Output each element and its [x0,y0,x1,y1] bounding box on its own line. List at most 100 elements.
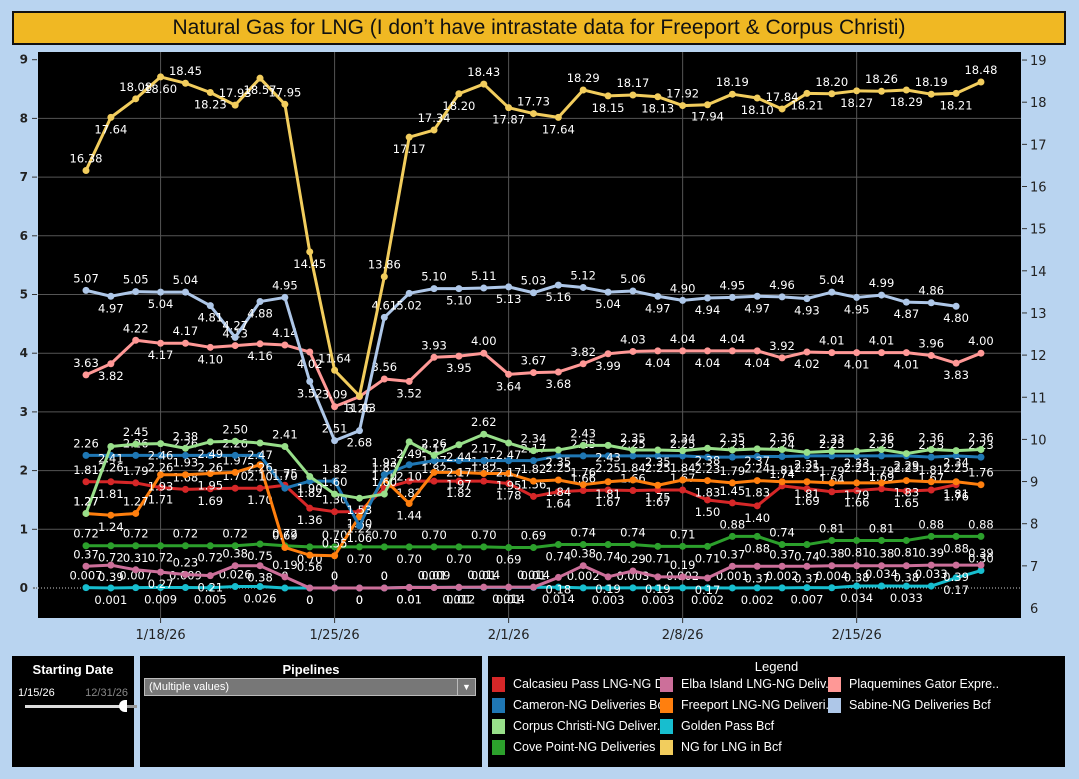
data-point[interactable] [828,479,836,487]
data-point[interactable] [902,562,910,570]
data-point[interactable] [604,350,612,358]
data-point[interactable] [828,349,836,357]
data-point[interactable] [902,298,910,306]
data-point[interactable] [107,292,115,300]
data-point[interactable] [405,133,413,141]
data-point[interactable] [505,370,513,378]
data-point[interactable] [828,447,836,455]
data-point[interactable] [878,562,886,570]
data-point[interactable] [554,281,562,289]
data-point[interactable] [306,504,314,512]
data-point[interactable] [878,445,886,453]
data-point[interactable] [206,572,214,580]
data-point[interactable] [231,101,239,109]
data-point[interactable] [977,561,985,569]
data-point[interactable] [107,113,115,121]
data-point[interactable] [355,427,363,435]
data-point[interactable] [355,543,363,551]
data-point[interactable] [107,443,115,451]
data-point[interactable] [828,90,836,98]
data-point[interactable] [977,453,985,461]
data-point[interactable] [306,377,314,385]
data-point[interactable] [554,113,562,121]
data-point[interactable] [902,477,910,485]
data-point[interactable] [728,479,736,487]
data-point[interactable] [455,543,463,551]
data-point[interactable] [778,445,786,453]
data-point[interactable] [679,486,687,494]
data-point[interactable] [753,347,761,355]
data-point[interactable] [306,248,314,256]
data-point[interactable] [679,296,687,304]
legend-item[interactable]: Elba Island LNG-NG Deliv.. [660,676,832,692]
data-point[interactable] [455,90,463,98]
data-point[interactable] [181,583,189,591]
data-point[interactable] [132,288,140,296]
data-point[interactable] [480,430,488,438]
data-point[interactable] [778,354,786,362]
data-point[interactable] [281,100,289,108]
data-point[interactable] [107,478,115,486]
data-point[interactable] [405,543,413,551]
data-point[interactable] [430,457,438,465]
data-point[interactable] [281,573,289,581]
data-point[interactable] [554,446,562,454]
data-point[interactable] [455,352,463,360]
data-point[interactable] [853,293,861,301]
data-point[interactable] [256,74,264,82]
data-point[interactable] [455,285,463,293]
data-point[interactable] [157,451,165,459]
data-point[interactable] [679,102,687,110]
data-point[interactable] [107,360,115,368]
data-point[interactable] [256,582,264,590]
data-point[interactable] [231,582,239,590]
data-point[interactable] [728,453,736,461]
data-point[interactable] [82,286,90,294]
data-point[interactable] [828,288,836,296]
data-point[interactable] [853,479,861,487]
data-point[interactable] [704,584,711,592]
data-point[interactable] [231,562,239,570]
data-point[interactable] [231,333,239,341]
data-point[interactable] [554,583,562,591]
data-point[interactable] [107,542,115,550]
data-point[interactable] [505,543,513,551]
data-point[interactable] [927,486,935,494]
data-point[interactable] [902,582,910,590]
date-slider-handle[interactable] [119,700,127,712]
data-point[interactable] [505,457,513,465]
data-point[interactable] [107,561,115,569]
data-point[interactable] [256,484,264,492]
data-point[interactable] [157,542,165,550]
data-point[interactable] [853,87,861,95]
data-point[interactable] [306,348,314,356]
data-point[interactable] [679,573,687,581]
data-point[interactable] [331,437,339,445]
data-point[interactable] [505,104,513,112]
data-point[interactable] [355,522,363,530]
data-point[interactable] [480,477,488,485]
data-point[interactable] [157,339,165,347]
data-point[interactable] [952,452,960,460]
data-point[interactable] [256,451,264,459]
data-point[interactable] [132,451,140,459]
data-point[interactable] [654,93,662,101]
data-point[interactable] [157,288,165,296]
data-point[interactable] [927,561,935,569]
data-point[interactable] [480,349,488,357]
data-point[interactable] [181,288,189,296]
data-point[interactable] [480,80,488,88]
data-point[interactable] [629,287,637,295]
data-point[interactable] [430,583,438,591]
data-point[interactable] [529,289,537,297]
data-point[interactable] [554,541,562,549]
data-point[interactable] [554,452,562,460]
data-point[interactable] [82,562,90,570]
data-point[interactable] [505,439,513,447]
data-point[interactable] [679,452,687,460]
data-point[interactable] [902,536,910,544]
data-point[interactable] [704,496,711,504]
data-point[interactable] [405,499,413,507]
data-point[interactable] [529,492,537,500]
data-point[interactable] [331,477,339,485]
